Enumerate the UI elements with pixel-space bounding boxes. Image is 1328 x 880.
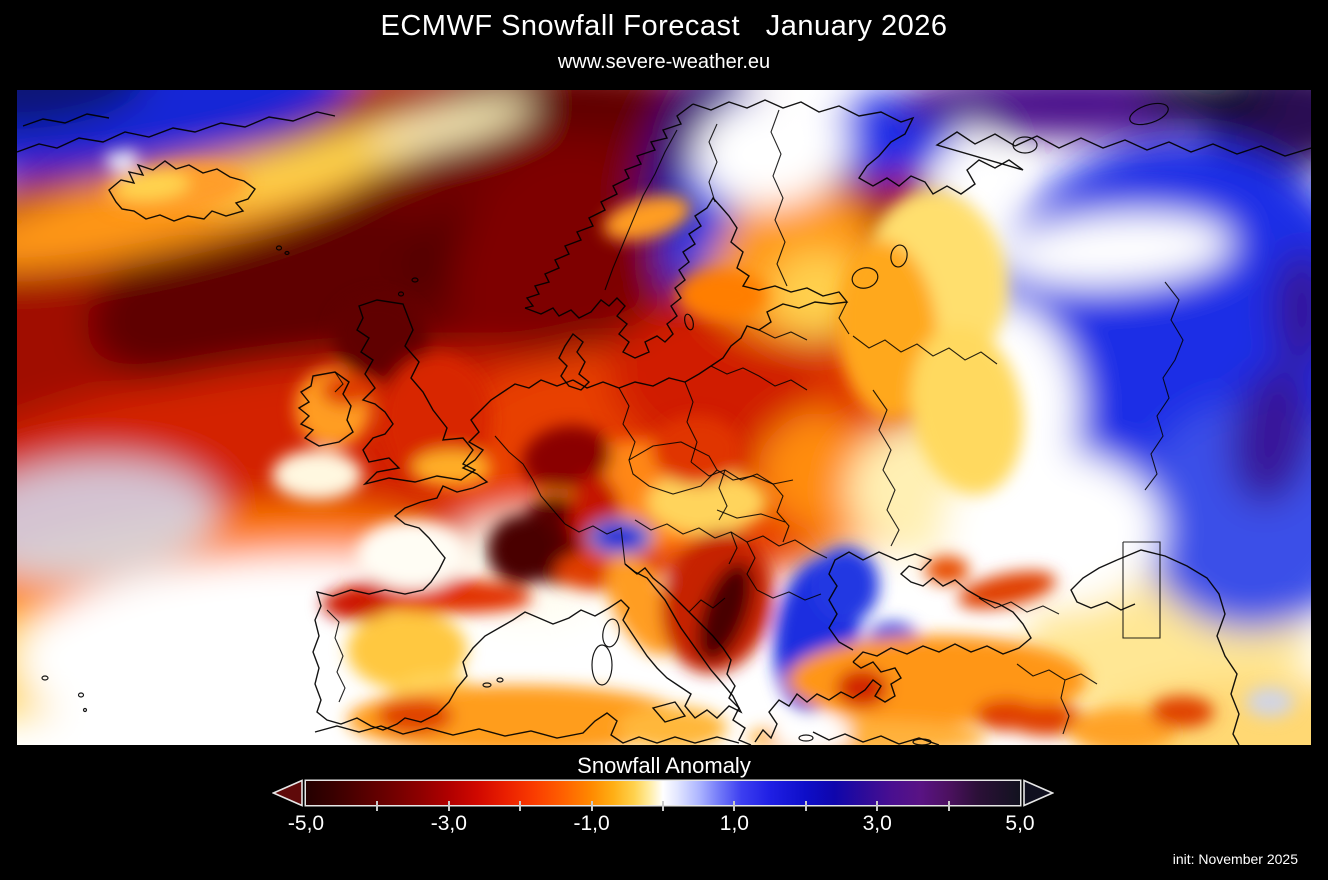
header: ECMWF Snowfall Forecast January 2026 www… [0, 10, 1328, 74]
anomaly-field-detail [103, 147, 1294, 745]
country-borders [326, 109, 1184, 735]
forecast-map [17, 90, 1311, 745]
page-title: ECMWF Snowfall Forecast January 2026 [380, 10, 948, 42]
colorbar-title: Snowfall Anomaly [577, 753, 751, 778]
colorbar-left-arrow-icon [272, 779, 303, 807]
colorbar-tick-label: -1,0 [573, 812, 610, 835]
colorbar-tick-label: 1,0 [719, 812, 749, 835]
colorbar-minor-tick [947, 801, 950, 811]
coastlines [17, 99, 1311, 745]
colorbar-minor-tick [519, 801, 522, 811]
colorbar-minor-tick [662, 801, 664, 811]
colorbar-tick-label: 3,0 [862, 812, 892, 835]
colorbar-tick-label: -5,0 [287, 812, 325, 835]
page-subtitle: www.severe-weather.eu [557, 51, 771, 73]
colorbar-minor-tick [447, 801, 450, 811]
colorbar-minor-tick [876, 801, 879, 811]
colorbar-right-arrow-icon [1023, 779, 1054, 807]
init-label: init: November 2025 [1172, 851, 1298, 867]
colorbar-gradient [306, 781, 1020, 811]
colorbar-tick-labels: -5,0 -3,0 -1,0 1,0 3,0 5,0 [288, 812, 1035, 838]
colorbar-minor-tick [590, 801, 593, 811]
colorbar-tick-label: 5,0 [1005, 812, 1035, 835]
snowfall-anomaly-map [17, 90, 1311, 745]
colorbar-minor-tick [804, 801, 807, 811]
colorbar-minor-tick [376, 801, 379, 811]
colorbar-minor-tick [733, 801, 736, 811]
colorbar-tick-label: -3,0 [430, 812, 467, 835]
islands-and-lakes [41, 102, 1169, 745]
